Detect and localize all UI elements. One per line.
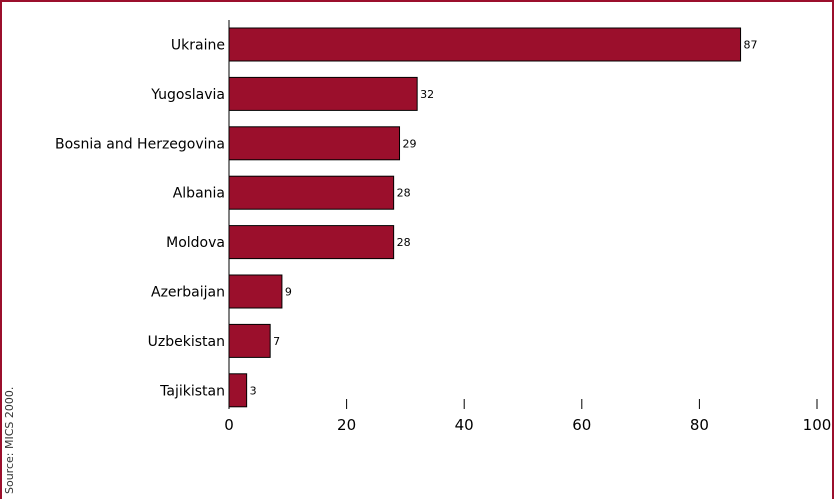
data-label: 28 (397, 236, 411, 249)
data-label: 7 (273, 335, 280, 348)
data-label: 87 (744, 39, 758, 52)
x-tick-label: 40 (455, 416, 474, 434)
x-tick-label: 100 (803, 416, 832, 434)
bar-yugoslavia (228, 76, 418, 111)
category-label: Bosnia and Herzegovina (55, 136, 225, 152)
category-label: Uzbekistan (148, 334, 225, 350)
bar-albania (228, 175, 395, 210)
x-tick-label: 0 (224, 416, 234, 434)
data-label: 3 (250, 384, 257, 397)
source-note: Source: MICS 2000. (3, 387, 16, 494)
bar-azerbaijan (228, 274, 283, 309)
category-label: Moldova (166, 235, 225, 251)
data-label: 28 (397, 187, 411, 200)
bar-ukraine (228, 27, 742, 62)
category-label: Yugoslavia (150, 87, 225, 103)
bar-moldova (228, 225, 395, 260)
x-tick-label: 20 (337, 416, 356, 434)
bar-tajikistan (228, 373, 248, 408)
data-label: 29 (403, 137, 417, 150)
category-label: Tajikistan (159, 383, 225, 399)
bars-layer: Ukraine 87 Yugoslavia 32 Bosnia and Herzegov… (55, 27, 758, 408)
category-label: Albania (173, 186, 225, 202)
axis-layer: 0 20 40 60 80 100 (224, 20, 831, 434)
data-label: 9 (285, 286, 292, 299)
x-tick-label: 80 (690, 416, 709, 434)
category-label: Ukraine (171, 38, 225, 54)
bar-uzbekistan (228, 323, 271, 358)
data-label: 32 (420, 88, 434, 101)
x-tick-label: 60 (572, 416, 591, 434)
bar-bosnia-and-herzegovina (228, 126, 401, 161)
category-label: Azerbaijan (151, 285, 225, 301)
